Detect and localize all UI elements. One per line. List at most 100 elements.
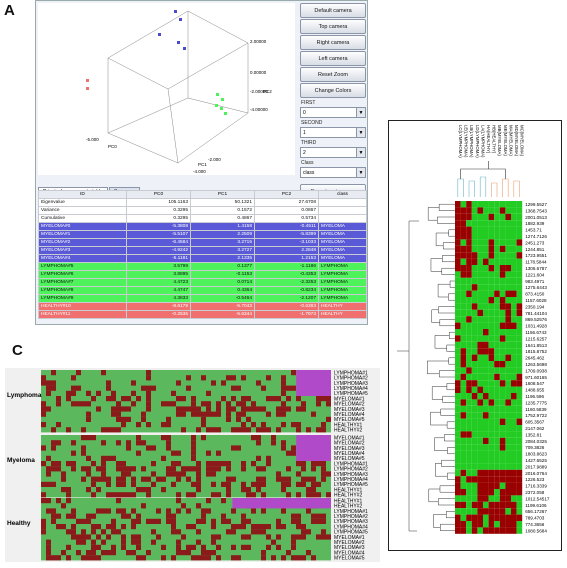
pattern-cell — [221, 461, 226, 467]
table-cell: -5.7043 — [190, 302, 255, 311]
reset-zoom-button[interactable]: Reset Zoom — [300, 67, 366, 82]
dendrogram-branch — [433, 514, 447, 528]
table-row[interactable]: HEALTHY#10 -8.6179 -5.7043 -0.6383 HEALTHY — [38, 302, 367, 311]
heatmap-cell — [471, 316, 478, 323]
right-camera-button[interactable]: Right camera — [300, 35, 366, 50]
second-select[interactable]: 1 ▼ — [300, 127, 366, 138]
pc-table-header[interactable]: PC0 — [126, 190, 191, 199]
pattern-cell — [61, 471, 66, 477]
default-camera-button[interactable]: Default camera — [300, 3, 366, 18]
heatmap-cell — [460, 245, 467, 253]
highlight-block — [232, 498, 331, 509]
third-select[interactable]: 2 ▼ — [300, 147, 366, 158]
pattern-cell — [71, 385, 76, 391]
table-row[interactable]: MYELOMA#1 -5.5107 2.2509 -5.8399 MYELOMA — [38, 230, 367, 239]
table-row[interactable]: HEALTHY#11 -0.2535 -5.6344 -1.7973 HEALTHY — [38, 310, 367, 319]
pattern-cell — [241, 524, 246, 530]
pattern-cell — [301, 466, 306, 472]
heatmap-cell — [483, 482, 489, 489]
heatmap-cell — [471, 437, 478, 445]
pattern-cell — [201, 416, 206, 422]
heatmap-cell — [477, 463, 483, 470]
heatmap-cell — [460, 482, 467, 489]
pc-table-header[interactable]: ID — [38, 190, 127, 199]
heatmap-cell — [511, 457, 517, 464]
pca-3d-plot[interactable]: 2.00000 0.00000 -2.00000 -4.00000 -5.000… — [38, 3, 295, 175]
row-label: 1080.5684 — [525, 528, 547, 533]
table-row[interactable]: LYMPHOMA#9 4.3833 -0.5464 -2.1207 LYMPHOMA — [38, 294, 367, 303]
heatmap-cell — [494, 213, 500, 221]
table-row[interactable]: MYELOMA#0 -5.3808 1.4158 -0.4511 MYELOMA — [38, 222, 367, 231]
heatmap-cell — [466, 290, 472, 297]
heatmap-cell — [488, 322, 495, 329]
heatmap-cell — [499, 265, 506, 272]
table-cell: 0.4364 — [190, 286, 255, 295]
pattern-cell — [76, 385, 81, 391]
table-cell: 4.4747 — [126, 286, 191, 295]
pc-table-header[interactable]: PC1 — [190, 190, 255, 199]
pattern-cell — [96, 390, 101, 396]
change-colors-button[interactable]: Change Colors — [300, 83, 366, 98]
table-row[interactable]: LYMPHOMA#8 4.4747 0.4364 -0.8234 LYMPHOMA — [38, 286, 367, 295]
pc-table-header[interactable]: PC2 — [254, 190, 319, 199]
pattern-cell — [196, 466, 201, 472]
first-select[interactable]: 0 ▼ — [300, 107, 366, 118]
pattern-cell — [271, 555, 276, 561]
pattern-cell — [201, 435, 206, 441]
heatmap-cell — [477, 213, 483, 221]
pattern-cell — [236, 401, 241, 407]
pattern-cell — [81, 539, 86, 545]
table-row[interactable]: MYELOMA#4 -5.1181 2.1335 1.2153 MYELOMA — [38, 254, 367, 263]
pattern-cell — [146, 375, 151, 381]
table-row[interactable]: LYMPHOMA#6 3.8895 -0.1153 -0.4353 LYMPHOMA — [38, 270, 367, 279]
heatmap-cell — [511, 431, 517, 438]
heatmap-cell — [471, 226, 478, 233]
table-cell: -5.6344 — [190, 310, 255, 319]
heatmap-cell — [471, 469, 478, 477]
pattern-cell — [46, 406, 51, 412]
class-select[interactable]: class ▼ — [300, 167, 366, 178]
row-label: LYMPHOMA#4 — [334, 477, 368, 483]
heatmap-cell — [516, 393, 523, 400]
pattern-cell — [321, 529, 326, 535]
pattern-cell — [56, 513, 61, 519]
heatmap-cell — [466, 297, 472, 304]
heatmap-cell — [483, 303, 489, 310]
pattern-cell — [306, 508, 311, 514]
left-camera-button[interactable]: Left camera — [300, 51, 366, 66]
top-camera-button[interactable]: Top camera — [300, 19, 366, 34]
heatmap-cell — [477, 341, 483, 349]
pattern-cell — [241, 422, 246, 428]
pattern-cell — [111, 390, 116, 396]
heatmap-cell — [466, 425, 472, 432]
heatmap-cell — [455, 495, 461, 502]
heatmap-cell — [455, 245, 461, 253]
table-row[interactable]: Cumulative 0.3295 0.4867 0.5734 — [38, 214, 367, 223]
pattern-cell — [151, 461, 156, 467]
heatmap-cell — [516, 482, 523, 489]
table-row[interactable]: Variance 0.3295 0.1572 0.0867 — [38, 206, 367, 215]
table-row[interactable]: MYELOMA#2 -6.4584 3.2715 -3.1033 MYELOMA — [38, 238, 367, 247]
heatmap-cell — [483, 239, 489, 246]
heatmap-cell — [488, 399, 495, 406]
row-label: MYELOMA#5 — [334, 456, 365, 462]
table-row[interactable]: Eigenvalue 105.1163 50.1321 27.6708 — [38, 198, 367, 207]
heatmap-cell — [483, 290, 489, 297]
table-cell: 105.1163 — [126, 198, 191, 207]
pattern-cell — [86, 487, 91, 493]
table-row[interactable]: LYMPHOMA#5 3.5799 0.1377 -1.1186 LYMPHOMA — [38, 262, 367, 271]
table-cell: 3.2727 — [190, 246, 255, 255]
table-row[interactable]: LYMPHOMA#7 4.4723 0.0714 -2.3253 LYMPHOMA — [38, 278, 367, 287]
pattern-cell — [66, 498, 71, 504]
heatmap-cell — [477, 418, 483, 425]
table-row[interactable]: MYELOMA#3 -4.9242 3.2727 2.2848 MYELOMA — [38, 246, 367, 255]
table-cell: 4.3833 — [126, 294, 191, 303]
pattern-cell — [116, 440, 121, 446]
dendrogram-branch — [447, 472, 455, 480]
pattern-cell — [221, 380, 226, 386]
heatmap-cell — [494, 521, 500, 528]
pc-table-header[interactable]: class — [318, 190, 367, 199]
heatmap-cell — [511, 450, 517, 457]
heatmap-cell — [488, 284, 495, 291]
heatmap-cell — [460, 207, 467, 214]
